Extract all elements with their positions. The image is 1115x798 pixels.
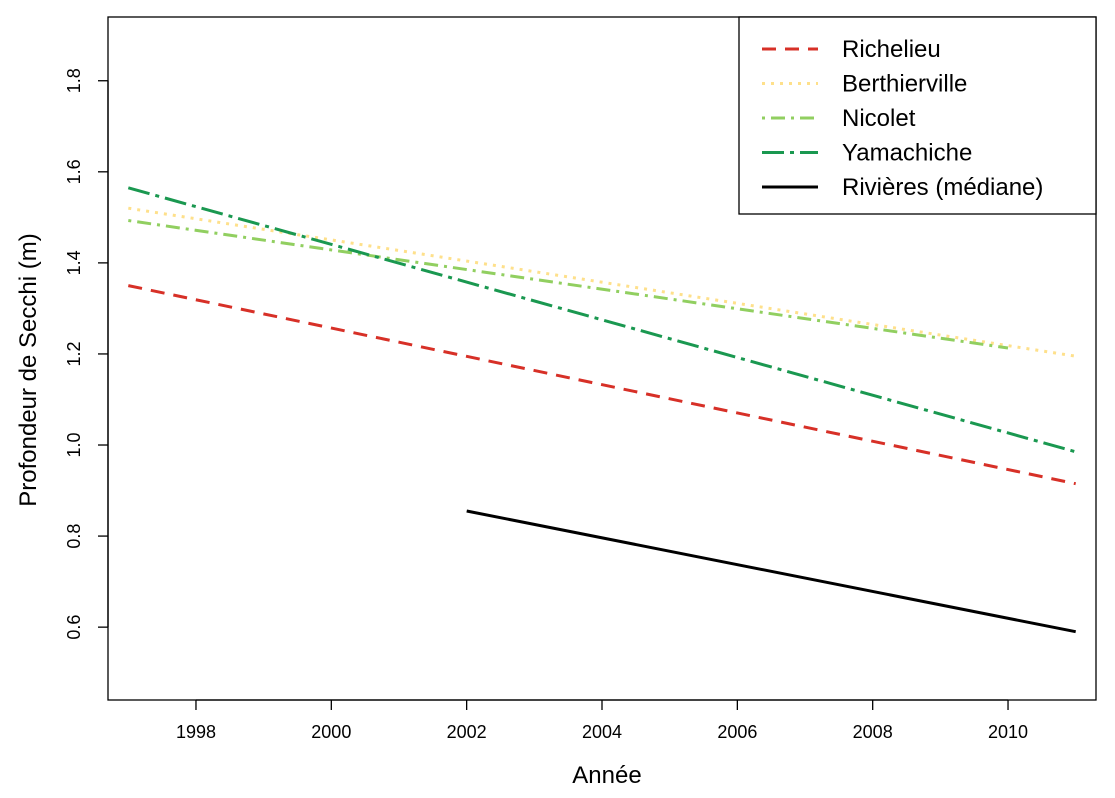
series-lines: [127, 186, 1077, 634]
y-tick-label: 1.2: [64, 341, 84, 366]
x-tick-label: 2002: [447, 722, 487, 742]
y-tick-label: 1.6: [64, 159, 84, 184]
series-line-nicolet: [128, 219, 1009, 350]
y-tick-label: 1.4: [64, 250, 84, 275]
x-tick-label: 1998: [176, 722, 216, 742]
series-line-yamachiche: [127, 186, 1077, 454]
legend-label-rivi-res-m-diane: Rivières (médiane): [842, 174, 1043, 201]
x-tick-label: 2006: [717, 722, 757, 742]
y-axis-title: Profondeur de Secchi (m): [15, 233, 42, 506]
legend-label-nicolet: Nicolet: [842, 105, 916, 132]
y-tick-label: 1.0: [64, 432, 84, 457]
x-axis-title: Année: [572, 762, 641, 789]
series-line-berthierville: [128, 206, 1076, 358]
x-tick-label: 2010: [988, 722, 1028, 742]
y-tick-label: 1.8: [64, 68, 84, 93]
legend-label-berthierville: Berthierville: [842, 71, 967, 98]
legend: Richelieu Berthierville Nicolet Yamachiche R…: [738, 16, 1097, 215]
y-tick-label: 0.6: [64, 615, 84, 640]
legend-label-richelieu: Richelieu: [842, 36, 941, 63]
x-tick-label: 2000: [311, 722, 351, 742]
x-axis: 1998 2000 2002 2004 2006 2008 2010: [176, 699, 1028, 742]
y-axis: 0.6 0.8 1.0 1.2 1.4 1.6 1.8: [64, 68, 109, 640]
series-line-rivi-res-m-diane: [466, 509, 1076, 634]
y-tick-label: 0.8: [64, 524, 84, 549]
series-line-richelieu: [127, 284, 1077, 486]
x-tick-label: 2008: [853, 722, 893, 742]
x-tick-label: 2004: [582, 722, 622, 742]
legend-label-yamachiche: Yamachiche: [842, 140, 972, 167]
